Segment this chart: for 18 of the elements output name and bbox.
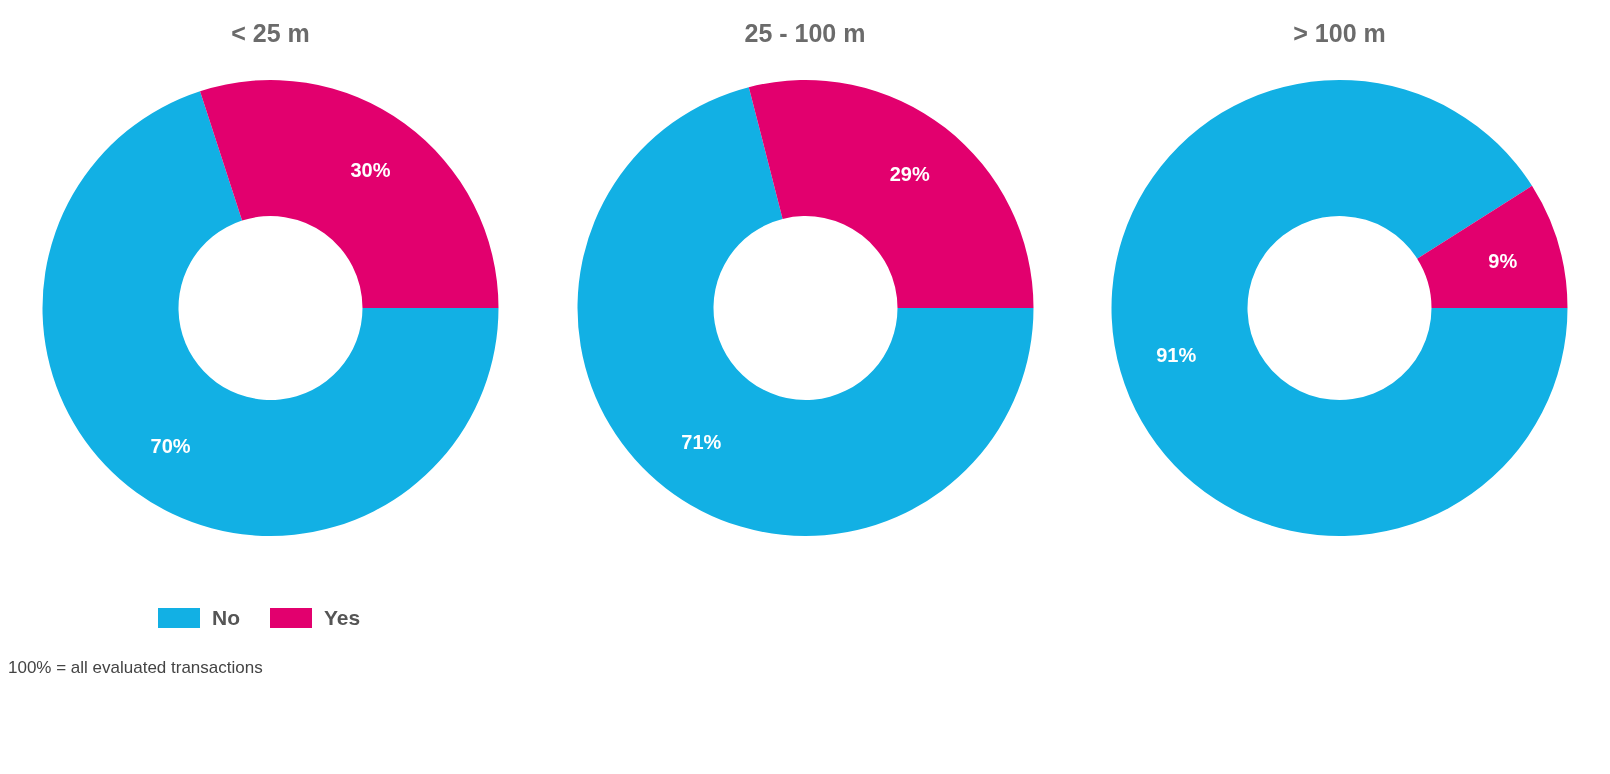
donut-slice: [200, 80, 499, 308]
chart-title: < 25 m: [231, 18, 310, 49]
data-label: 9%: [1488, 249, 1518, 272]
donut-slice: [42, 91, 499, 536]
data-label: 70%: [150, 434, 191, 457]
data-label: 30%: [350, 159, 391, 182]
donut-slice: [577, 87, 1033, 536]
data-label: 71%: [680, 431, 722, 454]
data-label: 29%: [889, 162, 930, 185]
donut-slice: [1111, 80, 1568, 536]
donut-slice: [748, 80, 1033, 308]
data-label: 91%: [1156, 344, 1197, 367]
chart-title: > 100 m: [1293, 18, 1386, 49]
text: 100% = all evaluated transactions: [8, 658, 264, 678]
chart-title: 25 - 100 m: [744, 18, 866, 49]
legend-label: Yes: [324, 606, 361, 630]
legend-label: No: [212, 606, 240, 630]
donut-slice: [1417, 185, 1568, 308]
